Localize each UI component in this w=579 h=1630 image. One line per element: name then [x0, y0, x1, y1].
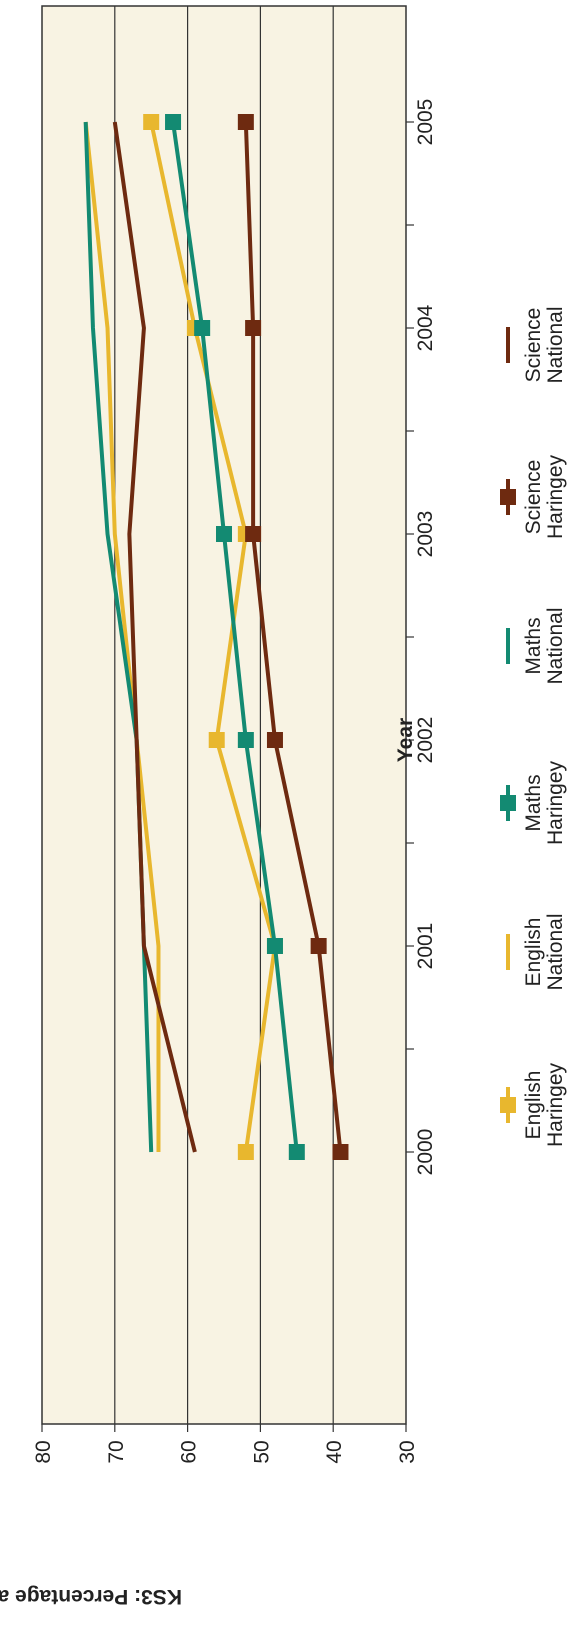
- data-point: [245, 320, 262, 336]
- legend-item: Maths National: [506, 607, 567, 685]
- tick-label-group: 2003: [414, 511, 437, 558]
- data-point: [194, 320, 211, 336]
- data-point: [266, 938, 283, 954]
- legend-label: Science: [522, 460, 545, 535]
- plot-background: [41, 5, 407, 1425]
- legend-item: Science Haringey: [500, 454, 567, 539]
- data-point: [237, 114, 254, 130]
- legend-label-group: Science: [522, 308, 545, 383]
- legend-label: National: [544, 306, 567, 383]
- data-point: [245, 526, 262, 542]
- y-axis-title: KS3: Percentage achieving level 5+: [0, 1585, 182, 1608]
- year-axis-ticks: 2000 2001 2002 2003 2004 2005: [406, 99, 437, 1176]
- data-point: [310, 938, 327, 954]
- series-line: [83, 121, 154, 1153]
- legend-marker: [500, 1097, 516, 1113]
- tick-label-group: 70: [105, 1440, 128, 1463]
- data-point: [143, 114, 160, 130]
- gridlines: [114, 6, 334, 1424]
- tick-label: 60: [178, 1440, 201, 1463]
- legend-marker: [500, 489, 516, 505]
- tick-label: 2004: [414, 304, 437, 351]
- legend-label-group: National: [544, 607, 567, 684]
- x-axis-title: Year: [394, 718, 417, 762]
- tick-label-group: 40: [323, 1440, 346, 1463]
- tick-label: 2002: [414, 717, 437, 764]
- legend-label: Haringey: [544, 454, 567, 539]
- tick-label: 30: [396, 1440, 419, 1463]
- series-line: [83, 121, 161, 1152]
- legend-label: English: [522, 918, 545, 987]
- data-point: [288, 1144, 305, 1160]
- legend-label-group: Science: [522, 460, 545, 535]
- legend-item: Maths Haringey: [500, 760, 567, 845]
- data-point: [332, 1144, 349, 1160]
- data-point: [266, 732, 283, 748]
- tick-label-group: 2005: [414, 99, 437, 146]
- legend-label: Haringey: [544, 760, 567, 845]
- legend-label-group: Haringey: [544, 454, 567, 539]
- tick-label: 40: [323, 1440, 346, 1463]
- tick-label-group: 50: [250, 1440, 273, 1463]
- tick-label-group: 2004: [414, 304, 437, 351]
- legend-label: Science: [522, 308, 545, 383]
- tick-label: 2003: [414, 511, 437, 558]
- tick-label-group: 2000: [414, 1129, 437, 1176]
- legend-label: National: [544, 913, 567, 990]
- legend-label-group: Maths: [522, 774, 545, 831]
- tick-label-group: 30: [396, 1440, 419, 1463]
- legend-label-group: English: [522, 918, 545, 987]
- tick-label: 2000: [414, 1129, 437, 1176]
- legend-label-group: National: [544, 913, 567, 990]
- data-point: [208, 732, 225, 748]
- legend-marker: [500, 795, 516, 811]
- tick-label-group: 80: [32, 1440, 55, 1463]
- tick-label-group: 2002: [414, 717, 437, 764]
- series-line: [243, 121, 343, 1153]
- legend-label-group: Maths: [522, 617, 545, 674]
- legend-label: Maths: [522, 617, 545, 674]
- tick-label: 80: [32, 1440, 55, 1463]
- legend-label-group: National: [544, 306, 567, 383]
- legend-label: English: [522, 1071, 545, 1140]
- legend-label: Haringey: [544, 1062, 567, 1147]
- legend-item: English National: [506, 913, 567, 991]
- series-group: [83, 114, 349, 1160]
- legend-label-group: Haringey: [544, 760, 567, 845]
- legend-item: Science National: [506, 306, 567, 384]
- data-point: [237, 1144, 254, 1160]
- tick-label: 70: [105, 1440, 128, 1463]
- legend-label-group: Haringey: [544, 1062, 567, 1147]
- tick-label: 2001: [414, 923, 437, 970]
- value-axis-ticks: 30 40 50 60 70 80: [32, 1424, 419, 1464]
- tick-label: 50: [250, 1440, 273, 1463]
- series-line: [171, 121, 299, 1153]
- tick-label-group: 2001: [414, 923, 437, 970]
- data-point: [165, 114, 182, 130]
- legend-label: National: [544, 607, 567, 684]
- tick-label: 2005: [414, 99, 437, 146]
- legend-item: English Haringey: [500, 1062, 567, 1147]
- legend-label: Maths: [522, 774, 545, 831]
- series-line: [112, 121, 197, 1153]
- data-point: [216, 526, 232, 542]
- legend-label-group: English: [522, 1071, 545, 1140]
- tick-label-group: 60: [178, 1440, 201, 1463]
- series-line: [149, 121, 277, 1153]
- data-point: [237, 732, 254, 748]
